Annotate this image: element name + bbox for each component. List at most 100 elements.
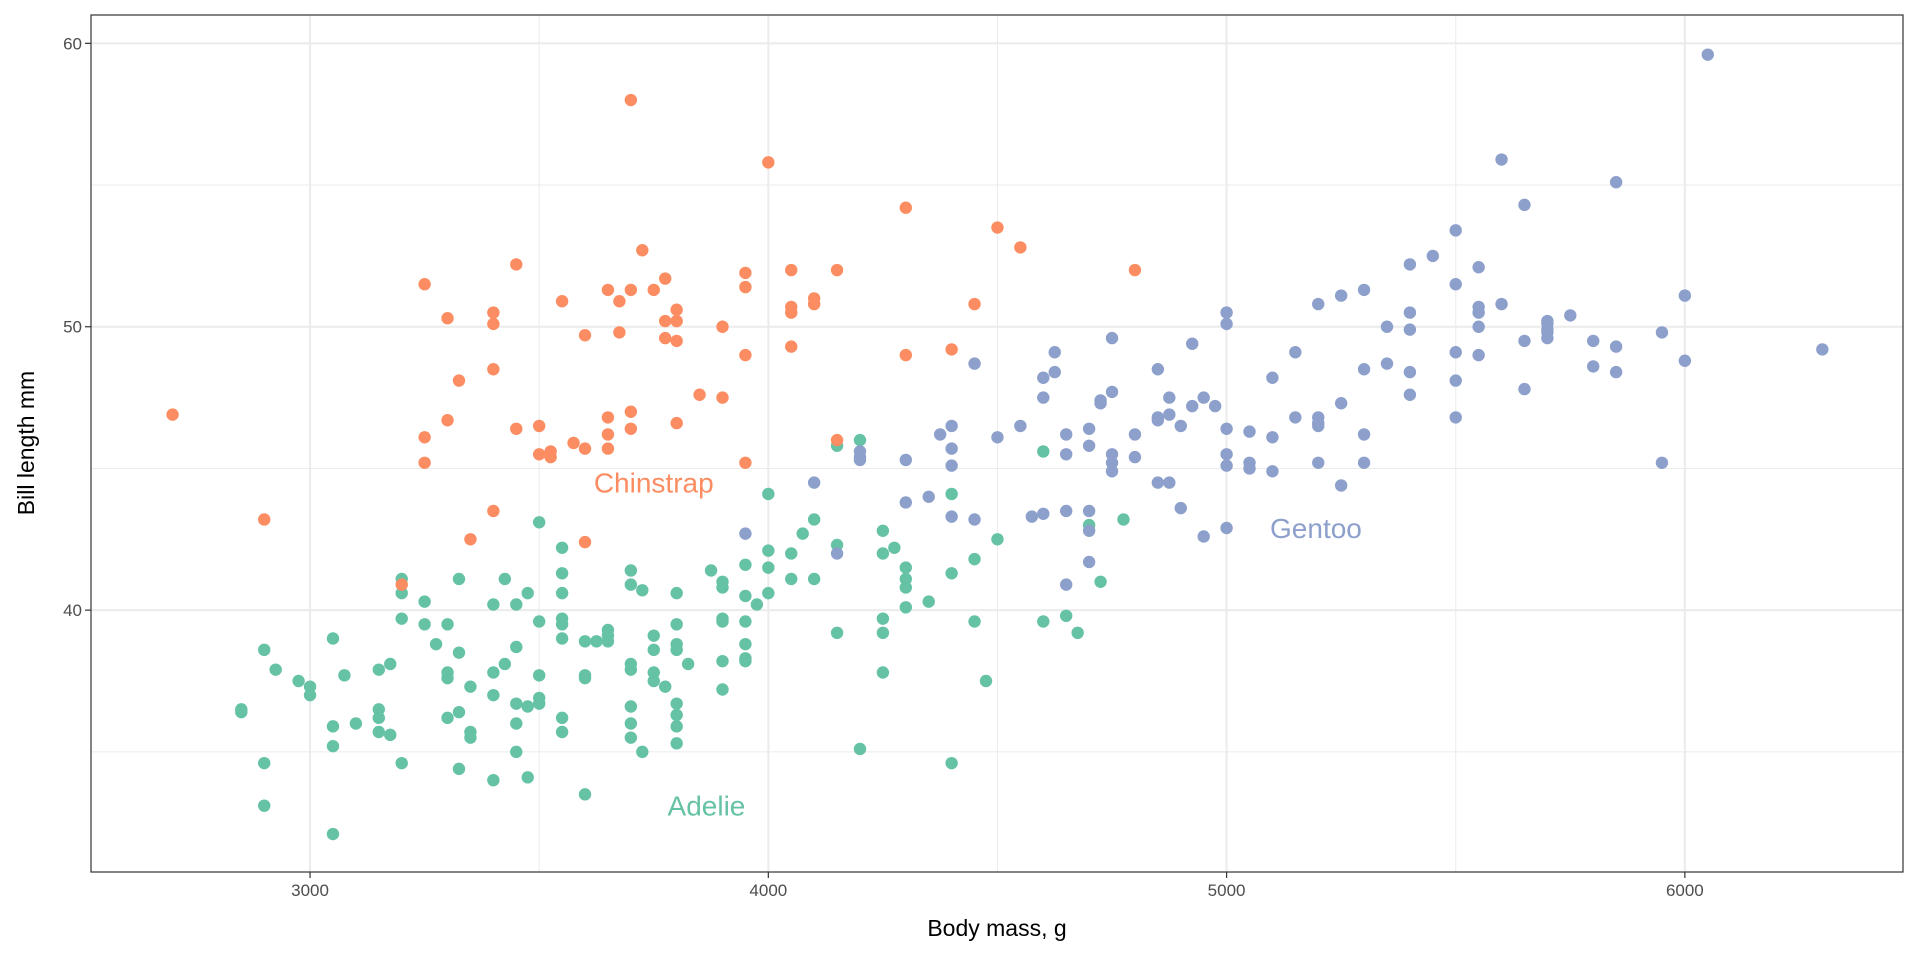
point-chinstrap [578,442,592,455]
point-gentoo [1449,346,1462,359]
point-gentoo [1403,323,1417,336]
point-adelie [762,544,775,557]
point-adelie [303,688,317,702]
point-adelie [532,697,546,710]
point-gentoo [1266,431,1279,444]
point-adelie [349,717,363,730]
point-adelie [991,533,1004,546]
point-gentoo [1105,331,1119,345]
y-tick-label: 50 [63,318,82,337]
point-gentoo [968,357,981,370]
point-adelie [372,703,385,716]
axis-ticks: 3000 4000 5000 6000 40 50 60 [63,34,1704,900]
point-adelie [578,635,592,648]
point-adelie [853,742,867,756]
point-chinstrap [739,266,752,280]
point-gentoo [899,496,913,509]
point-adelie [372,725,385,739]
point-adelie [487,598,500,611]
point-chinstrap [716,391,729,404]
point-chinstrap [670,334,683,348]
point-adelie [601,635,615,648]
point-gentoo [1678,354,1692,367]
point-gentoo [1197,391,1210,404]
point-adelie [590,635,603,648]
point-chinstrap [510,422,523,435]
point-chinstrap [578,535,592,549]
point-adelie [441,671,454,685]
point-chinstrap [716,320,729,333]
point-adelie [326,720,340,733]
point-adelie [785,547,798,560]
point-gentoo [1208,399,1222,413]
point-gentoo [968,513,981,526]
point-gentoo [1059,428,1073,441]
point-gentoo [739,527,752,540]
point-adelie [464,680,477,693]
point-gentoo [1289,411,1302,424]
point-adelie [670,720,683,733]
point-chinstrap [739,348,752,362]
point-gentoo [1564,309,1577,322]
point-chinstrap [670,303,683,316]
point-chinstrap [613,295,626,308]
point-gentoo [1518,334,1531,348]
point-gentoo [1357,456,1371,469]
point-gentoo [1186,337,1199,350]
point-gentoo [1403,306,1417,319]
point-adelie [830,626,844,640]
y-tick-label: 40 [63,601,82,620]
point-chinstrap [624,405,638,418]
point-adelie [555,711,569,725]
point-gentoo [807,476,821,489]
point-chinstrap [487,363,500,376]
point-gentoo [1082,524,1096,537]
point-gentoo [1678,289,1692,302]
point-adelie [945,487,958,501]
point-gentoo [1014,419,1027,433]
point-gentoo [1449,224,1462,237]
points [166,48,1829,841]
y-axis-title: Bill length mm [13,371,39,515]
point-gentoo [1609,365,1623,379]
point-gentoo [1082,555,1096,569]
point-gentoo [991,431,1004,444]
point-adelie [876,524,890,537]
point-chinstrap [601,442,615,455]
point-adelie [922,595,935,608]
point-chinstrap [532,419,546,433]
point-chinstrap [945,343,958,356]
point-gentoo [1266,371,1279,384]
point-chinstrap [991,221,1004,234]
point-adelie [739,637,752,651]
point-gentoo [1289,346,1302,359]
point-chinstrap [258,513,271,526]
point-adelie [647,666,660,679]
point-adelie [716,581,729,594]
point-gentoo [1220,459,1233,472]
point-adelie [659,680,672,693]
point-chinstrap [166,408,179,421]
point-adelie [464,731,477,744]
point-chinstrap [487,504,500,518]
point-gentoo [1220,521,1233,535]
point-chinstrap [830,433,844,447]
point-adelie [670,697,683,710]
point-chinstrap [899,201,913,214]
point-gentoo [1220,422,1233,435]
point-gentoo [1048,365,1061,379]
point-adelie [670,737,683,750]
point-gentoo [1357,363,1371,376]
point-chinstrap [739,456,752,469]
point-adelie [876,666,890,679]
point-adelie [624,663,638,676]
point-chinstrap [510,258,523,271]
point-gentoo [1197,530,1210,543]
point-gentoo [1174,501,1187,515]
point-gentoo [1609,176,1623,189]
point-gentoo [1426,249,1440,263]
point-adelie [670,643,683,657]
point-adelie [968,615,981,628]
point-adelie [807,572,821,586]
point-gentoo [945,442,958,455]
